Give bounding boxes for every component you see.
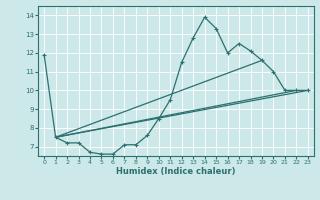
X-axis label: Humidex (Indice chaleur): Humidex (Indice chaleur) [116,167,236,176]
